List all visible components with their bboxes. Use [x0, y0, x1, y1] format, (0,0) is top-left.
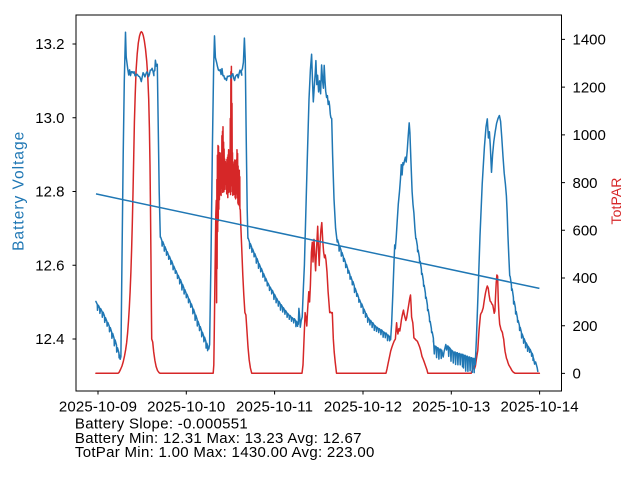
- svg-text:12.6: 12.6: [35, 257, 64, 274]
- svg-text:12.4: 12.4: [35, 331, 64, 348]
- svg-text:13.2: 13.2: [35, 36, 64, 53]
- svg-text:Battery Slope: -0.000551: Battery Slope: -0.000551: [75, 415, 248, 432]
- svg-text:1400: 1400: [573, 32, 606, 49]
- svg-text:2025-10-13: 2025-10-13: [412, 398, 490, 415]
- svg-text:13.0: 13.0: [35, 110, 64, 127]
- svg-text:TotPAR: TotPAR: [608, 177, 624, 224]
- svg-text:200: 200: [573, 318, 598, 335]
- svg-text:2025-10-09: 2025-10-09: [59, 398, 137, 415]
- svg-text:0: 0: [573, 366, 581, 383]
- svg-text:800: 800: [573, 175, 598, 192]
- svg-text:2025-10-12: 2025-10-12: [324, 398, 402, 415]
- svg-text:1200: 1200: [573, 79, 606, 96]
- svg-text:2025-10-14: 2025-10-14: [500, 398, 578, 415]
- svg-text:Battery Min: 12.31 Max: 13.23: Battery Min: 12.31 Max: 13.23 Avg: 12.67: [75, 430, 362, 447]
- svg-text:TotPar Min: 1.00 Max: 1430.00: TotPar Min: 1.00 Max: 1430.00 Avg: 223.0…: [75, 444, 375, 461]
- svg-text:1000: 1000: [573, 127, 606, 144]
- svg-text:600: 600: [573, 223, 598, 240]
- svg-text:400: 400: [573, 270, 598, 287]
- svg-text:2025-10-11: 2025-10-11: [236, 398, 313, 415]
- svg-text:Battery Voltage: Battery Voltage: [11, 131, 28, 251]
- svg-text:2025-10-10: 2025-10-10: [147, 398, 225, 415]
- svg-text:12.8: 12.8: [35, 184, 64, 201]
